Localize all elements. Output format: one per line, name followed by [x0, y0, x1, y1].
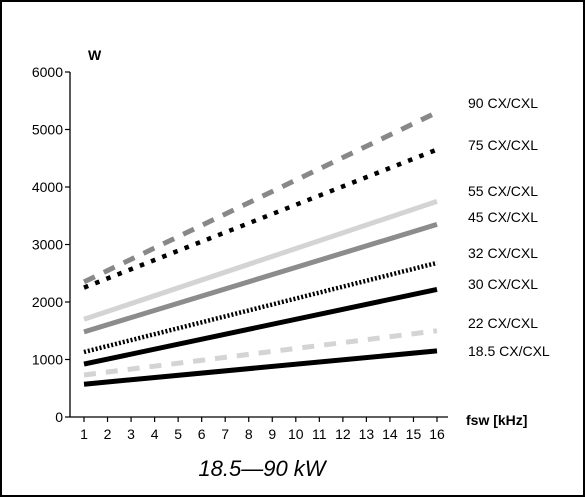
x-tick-label: 13 — [359, 426, 375, 442]
series-label: 90 CX/CXL — [468, 95, 538, 111]
series-label: 32 CX/CXL — [468, 245, 538, 261]
x-tick-label: 6 — [198, 426, 206, 442]
x-tick-label: 2 — [104, 426, 112, 442]
y-tick-label: 2000 — [32, 294, 63, 310]
x-tick-label: 12 — [335, 426, 351, 442]
series-line — [83, 147, 438, 290]
y-tick-label: 6000 — [32, 64, 63, 80]
series-label: 18.5 CX/CXL — [468, 343, 550, 359]
series-line — [83, 348, 438, 387]
x-tick-label: 14 — [382, 426, 398, 442]
y-tick-label: 0 — [55, 409, 63, 425]
x-tick-label: 5 — [174, 426, 182, 442]
series-line — [83, 260, 438, 355]
series-line — [82, 110, 439, 285]
chart-caption: 18.5—90 kW — [198, 456, 327, 481]
y-axis-label: W — [88, 47, 102, 63]
x-tick-label: 16 — [429, 426, 445, 442]
series-line — [83, 286, 438, 367]
x-tick-label: 7 — [221, 426, 229, 442]
x-tick-label: 9 — [268, 426, 276, 442]
series-label: 45 CX/CXL — [468, 209, 538, 225]
series-line — [83, 222, 438, 335]
series-labels: 90 CX/CXL 75 CX/CXL 55 CX/CXL 45 CX/CXL 32 C… — [468, 95, 550, 359]
x-tick-label: 11 — [312, 426, 327, 442]
x-tick-label: 3 — [127, 426, 135, 442]
series-line — [83, 328, 438, 378]
y-tick-label: 5000 — [32, 122, 63, 138]
x-axis-label: fsw [kHz] — [466, 412, 527, 428]
x-tick-label: 4 — [151, 426, 159, 442]
y-tick-label: 1000 — [32, 352, 63, 368]
x-tick-label: 8 — [245, 426, 253, 442]
x-tick-label: 10 — [288, 426, 304, 442]
series-label: 30 CX/CXL — [468, 276, 538, 292]
series-line — [83, 199, 438, 322]
x-tick-label: 15 — [406, 426, 422, 442]
series-label: 55 CX/CXL — [468, 183, 538, 199]
x-tick-label: 1 — [80, 426, 88, 442]
y-tick-label: 3000 — [32, 237, 63, 253]
y-tick-label: 4000 — [32, 179, 63, 195]
series-label: 75 CX/CXL — [468, 137, 538, 153]
series-label: 22 CX/CXL — [468, 315, 538, 331]
plot-area — [82, 110, 439, 387]
